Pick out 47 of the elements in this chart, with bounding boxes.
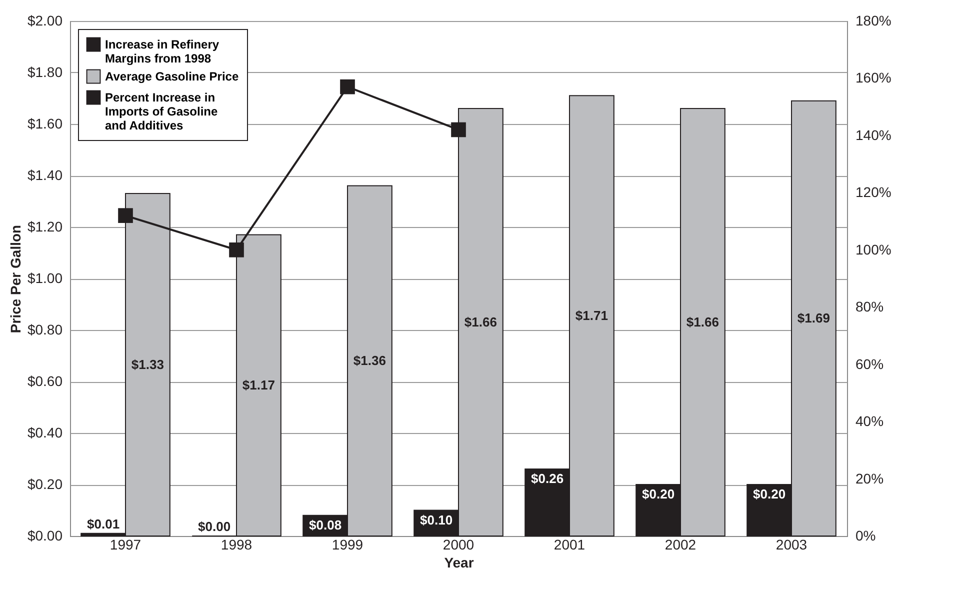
y2-tick-label: 140% (856, 126, 892, 143)
y-tick-label: $0.20 (27, 476, 63, 492)
y2-tick-label: 0% (856, 528, 876, 544)
y2-tick-label: 20% (856, 470, 884, 486)
y-tick-label: $2.00 (27, 12, 63, 28)
y-tick-label: $1.80 (27, 64, 63, 80)
y2-tick-label: 180% (856, 12, 892, 28)
y2-tick-label: 60% (856, 356, 884, 372)
data-label: $0.00 (198, 519, 231, 534)
data-label: $1.66 (464, 314, 497, 330)
x-tick-label: 2001 (554, 536, 586, 552)
y2-tick-label: 100% (856, 241, 892, 258)
data-label: $0.20 (753, 486, 786, 502)
legend-label: Increase in Refinery Margins from 1998 (105, 38, 220, 66)
data-label: $0.26 (531, 471, 564, 486)
data-label: $1.69 (797, 310, 830, 326)
data-label: $1.71 (575, 308, 608, 323)
data-label: $0.10 (420, 512, 453, 528)
x-tick-label: 2002 (664, 536, 696, 552)
data-label: $1.66 (686, 314, 719, 330)
y-axis-title: Price Per Gallon (7, 224, 24, 334)
data-label: $0.01 (87, 516, 120, 532)
data-label: $0.20 (642, 486, 675, 502)
y-tick-label: $1.20 (27, 218, 63, 234)
x-tick-label: 1999 (332, 536, 364, 552)
y-tick-label: $0.40 (27, 424, 63, 440)
y2-tick-label: 80% (856, 298, 884, 315)
legend-label: Percent Increase in Imports of Gasoline and Additives (105, 90, 218, 132)
x-tick-label: 1998 (220, 536, 252, 552)
y-tick-label: $0.80 (27, 322, 63, 338)
data-label: $1.36 (353, 352, 386, 368)
x-tick-label: 2003 (776, 536, 808, 552)
x-tick-label: 1997 (110, 536, 142, 552)
legend-label: Average Gasoline Price (105, 70, 239, 84)
y-tick-label: $1.40 (27, 167, 63, 183)
x-axis-title: Year (444, 554, 474, 570)
y-tick-label: $1.00 (27, 270, 63, 286)
y-tick-label: $0.60 (27, 373, 63, 389)
data-label: $0.08 (309, 517, 342, 532)
data-label: $1.17 (242, 377, 275, 392)
y2-tick-label: 40% (856, 413, 884, 430)
data-label: $1.33 (131, 356, 164, 372)
y2-tick-label: 120% (856, 184, 892, 200)
y-tick-label: $0.00 (27, 528, 63, 544)
y2-tick-label: 160% (856, 70, 892, 86)
y-tick-label: $1.60 (27, 116, 63, 132)
x-tick-label: 2000 (442, 536, 474, 552)
